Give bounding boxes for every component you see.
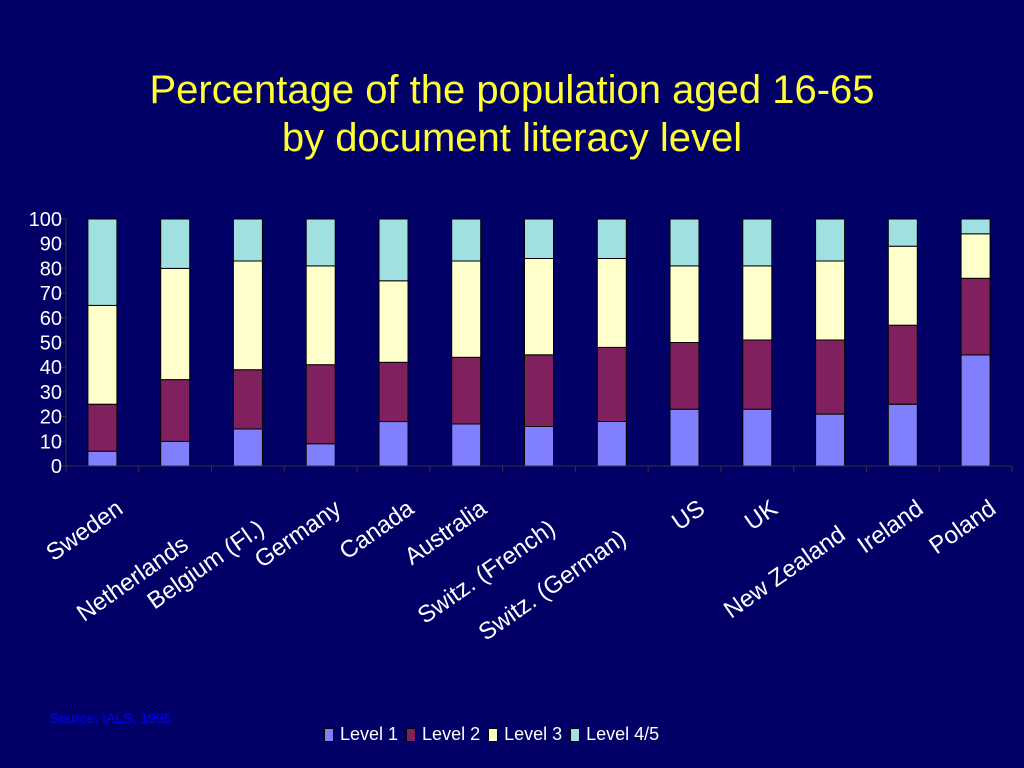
bar-belgium-fl-level-2 [232,369,263,430]
bar-belgium-fl-level-4-5 [232,218,263,262]
y-tick-label-80: 80 [40,258,62,280]
bar-belgium-fl-level-3 [232,260,263,371]
y-tick-label-100: 100 [29,209,62,231]
bar-sweden-level-4-5 [87,218,118,306]
bar-switz-french-level-2 [524,354,554,427]
bar-ireland-level-4-5 [887,218,918,247]
legend-label-level-2: Level 2 [422,724,481,744]
bar-new-zealand-level-2 [815,339,846,415]
y-tick-label-70: 70 [40,283,62,305]
bar-switz-german-level-4-5 [596,218,627,259]
y-tick-label-30: 30 [40,382,62,404]
bar-germany-level-4-5 [305,218,336,267]
bar-poland-level-4-5 [960,218,991,235]
bar-switz-french-level-4-5 [524,218,554,259]
x-tick-label-poland: Poland [924,495,1001,560]
bar-australia-level-4-5 [451,218,482,262]
bars-group [87,218,991,467]
bar-canada-level-1 [378,421,409,467]
y-tick-label-40: 40 [40,357,62,379]
bar-uk-level-4-5 [742,218,773,267]
bar-us-level-3 [669,265,700,343]
legend-swatch-level-3 [488,727,499,742]
bar-canada-level-3 [378,280,409,363]
bar-australia-level-1 [451,423,482,467]
bar-poland-level-2 [960,277,991,356]
y-tick-label-20: 20 [40,407,62,429]
bar-canada-level-2 [378,361,409,423]
legend-swatch-level-4-5 [570,727,581,742]
bar-poland-level-3 [960,233,991,279]
legend-swatch-level-2 [406,727,417,742]
bar-switz-german-level-1 [596,421,627,467]
bar-switz-french-level-1 [524,426,554,467]
bar-sweden-level-1 [87,450,118,467]
chart-title-line-1: Percentage of the population aged 16-65 [149,68,875,112]
x-tick-label-australia: Australia [400,494,493,570]
x-tick-label-uk: UK [740,495,783,536]
bar-australia-level-2 [451,356,482,425]
x-tick-label-ireland: Ireland [853,495,929,559]
axes-group [61,218,1013,472]
bar-belgium-fl-level-1 [232,428,263,467]
y-tick-label-60: 60 [40,308,62,330]
legend-item-level-3: Level 3 [488,724,562,745]
y-tick-label-90: 90 [40,234,62,256]
y-tick-label-50: 50 [40,333,62,355]
bar-uk-level-3 [742,265,773,341]
stacked-bar-chart: 0102030405060708090100SwedenNetherlandsB… [29,209,1013,647]
bar-canada-level-4-5 [378,218,409,282]
bar-australia-level-3 [451,260,482,358]
legend-item-level-4-5: Level 4/5 [570,724,659,745]
bar-us-level-2 [669,342,700,410]
x-tick-label-switz-german: Switz. (German) [474,525,631,647]
bar-netherlands-level-4-5 [160,218,191,269]
bar-switz-french-level-3 [524,258,554,356]
bar-germany-level-3 [305,265,336,366]
bar-new-zealand-level-3 [815,260,846,341]
legend: Level 1 Level 2 Level 3 Level 4/5 [324,724,667,745]
bar-germany-level-1 [305,443,336,467]
legend-label-level-3: Level 3 [504,724,563,744]
bar-switz-german-level-3 [596,258,627,348]
bar-netherlands-level-1 [160,440,191,467]
y-tick-label-10: 10 [40,431,62,453]
bar-poland-level-1 [960,354,991,467]
chart-title: Percentage of the population aged 16-65 … [0,66,1024,162]
bar-germany-level-2 [305,364,336,445]
bar-sweden-level-2 [87,403,118,452]
bar-netherlands-level-2 [160,379,191,442]
bar-new-zealand-level-1 [815,413,846,467]
chart-title-line-2: by document literacy level [281,116,743,160]
legend-label-level-1: Level 1 [340,724,399,744]
bar-switz-german-level-2 [596,346,627,422]
bar-uk-level-1 [742,408,773,467]
bar-ireland-level-2 [887,324,918,405]
legend-item-level-2: Level 2 [406,724,480,745]
bar-ireland-level-1 [887,403,918,467]
x-tick-label-sweden: Sweden [41,495,128,567]
bar-sweden-level-3 [87,304,118,405]
bar-us-level-4-5 [669,218,700,267]
legend-item-level-1: Level 1 [324,724,398,745]
bar-netherlands-level-3 [160,267,191,381]
y-tick-label-0: 0 [51,456,62,478]
source-note: Source: IALS, 1995 [50,710,172,726]
x-tick-label-new-zealand: New Zealand [719,521,850,624]
legend-swatch-level-1 [324,727,334,742]
legend-label-level-4-5: Level 4/5 [586,724,660,744]
bar-new-zealand-level-4-5 [815,218,846,262]
bar-us-level-1 [669,408,700,467]
x-tick-label-us: US [667,495,710,536]
bar-ireland-level-3 [887,245,918,326]
bar-uk-level-2 [742,339,773,410]
